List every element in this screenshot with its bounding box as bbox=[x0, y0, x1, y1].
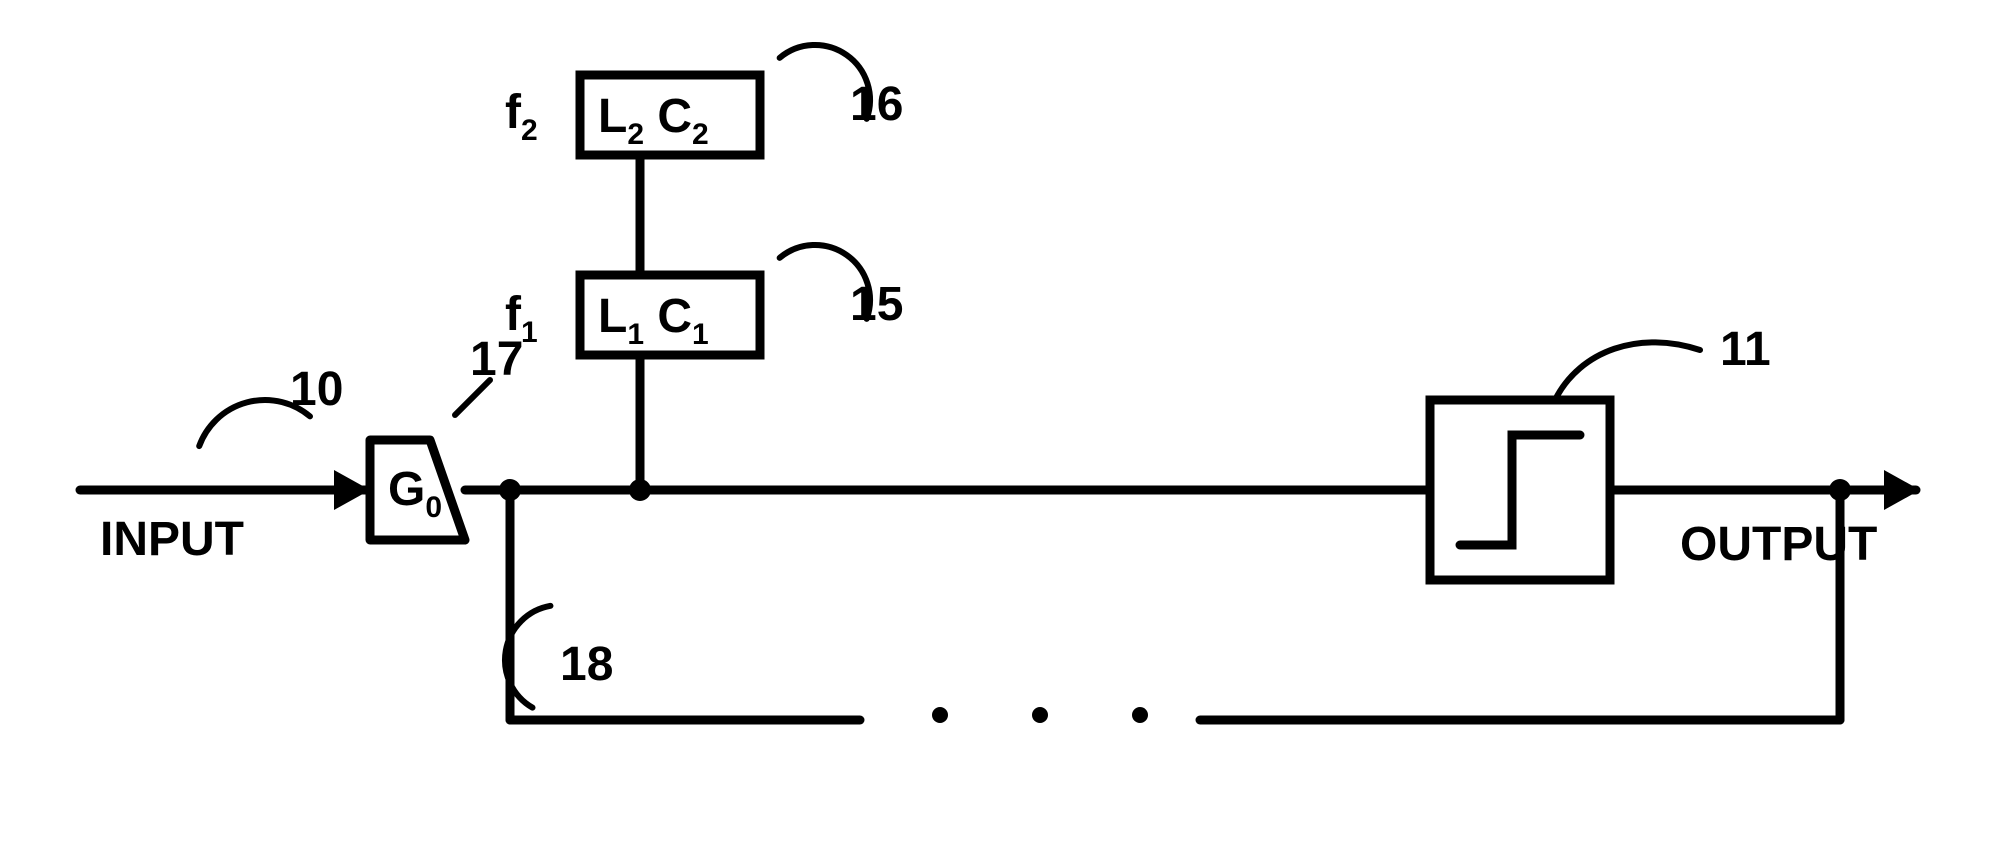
label-ref-16: 16 bbox=[850, 78, 903, 131]
ellipsis-dot-1 bbox=[932, 707, 948, 723]
label-ref-15: 15 bbox=[850, 278, 903, 331]
canvas-bg bbox=[0, 0, 2003, 859]
ellipsis-dot-3 bbox=[1132, 707, 1148, 723]
label-output: OUTPUT bbox=[1680, 518, 1877, 571]
ellipsis-dot-2 bbox=[1032, 707, 1048, 723]
label-ref-10: 10 bbox=[290, 363, 343, 416]
label-ref-11: 11 bbox=[1720, 323, 1771, 376]
label-input: INPUT bbox=[100, 513, 244, 566]
label-ref-18: 18 bbox=[560, 638, 613, 691]
